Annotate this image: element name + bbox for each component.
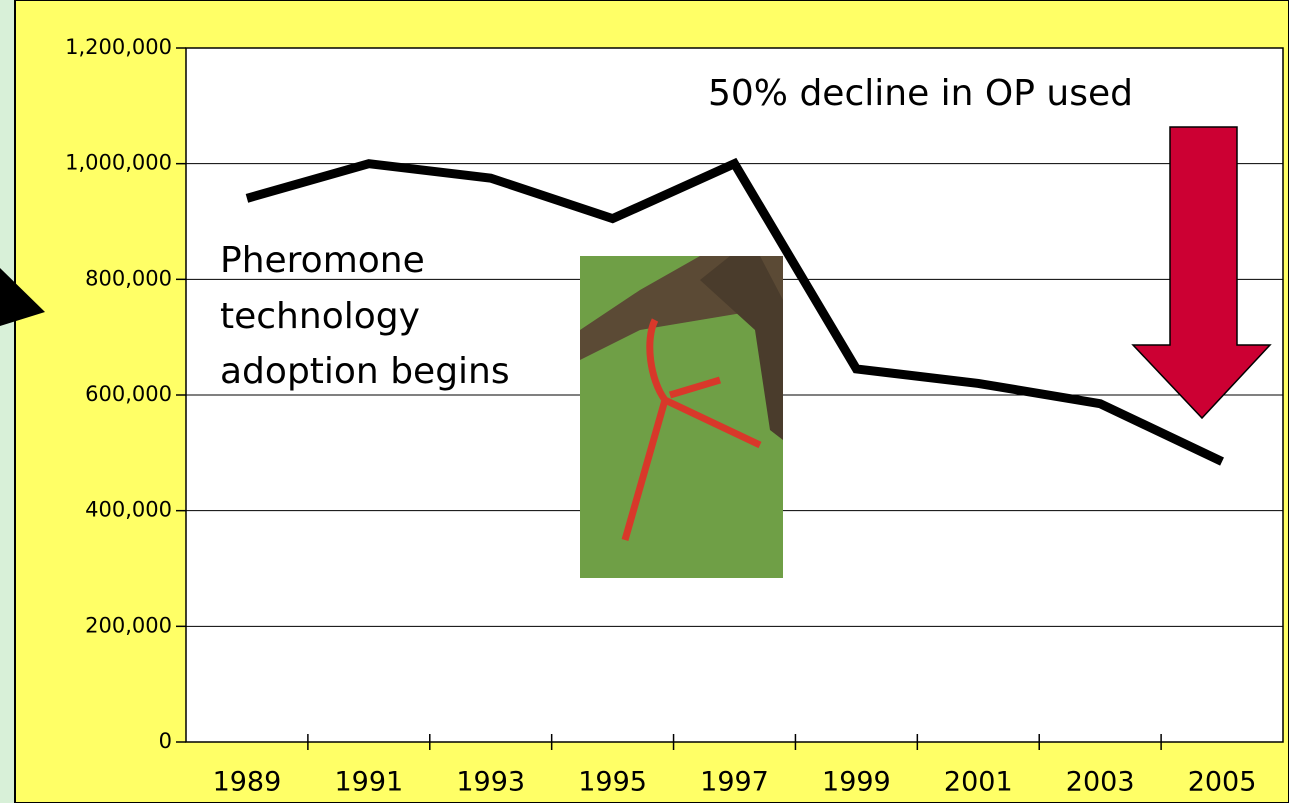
y-tick-label: 800,000 <box>85 266 172 290</box>
x-tick-label: 2003 <box>1066 767 1135 798</box>
slide: 0 200,000 400,000 600,000 800,000 1,000,000 1,… <box>0 0 1289 803</box>
x-tick-label: 1995 <box>578 767 647 798</box>
y-tick-label: 400,000 <box>85 498 172 522</box>
photo <box>580 256 783 578</box>
x-tick-label: 2005 <box>1188 767 1257 798</box>
y-tick-label: 200,000 <box>85 613 172 637</box>
y-tick-label: 1,200,000 <box>65 35 172 59</box>
x-tick-label: 1997 <box>700 767 769 798</box>
y-tick-label: 600,000 <box>85 382 172 406</box>
annotation: Pheromone <box>220 240 425 281</box>
annotation: adoption begins <box>220 351 510 392</box>
y-tick-label: 0 <box>159 729 172 753</box>
x-tick-label: 2001 <box>944 767 1013 798</box>
x-tick-label: 1993 <box>456 767 525 798</box>
x-tick-label: 1989 <box>213 767 282 798</box>
y-tick-label: 1,000,000 <box>65 151 172 175</box>
x-tick-label: 1999 <box>822 767 891 798</box>
annotation: 50% decline in OP used <box>708 73 1133 114</box>
annotation: technology <box>220 296 420 337</box>
x-tick-label: 1991 <box>334 767 403 798</box>
